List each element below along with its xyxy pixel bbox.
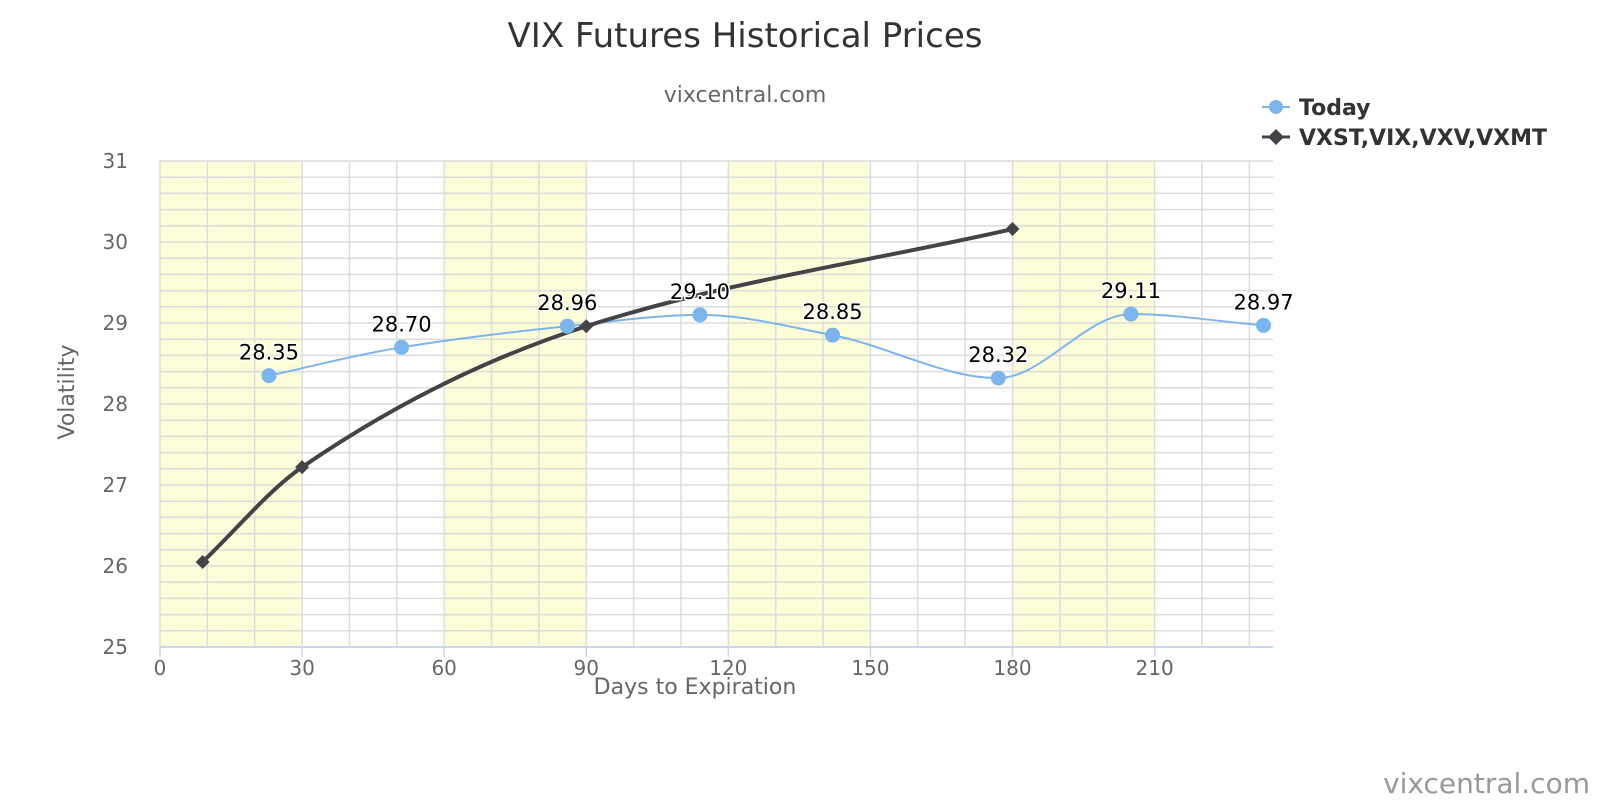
- series-today-point[interactable]: [559, 318, 575, 334]
- series-vxst-line: [201, 227, 1013, 564]
- series-today-point[interactable]: [261, 368, 277, 384]
- series-vxst-point[interactable]: [579, 319, 594, 334]
- legend-vxst-label: VXST,VIX,VXV,VXMT: [1299, 126, 1547, 151]
- series-vxst-point[interactable]: [1005, 222, 1020, 237]
- x-tick-label: 150: [851, 656, 889, 680]
- data-label: 28.70: [371, 312, 431, 336]
- y-axis-title: Volatility: [55, 344, 80, 439]
- legend-today-label: Today: [1299, 96, 1370, 121]
- series-vxst-point[interactable]: [295, 460, 310, 475]
- series-today-point[interactable]: [990, 370, 1006, 386]
- x-tick-label: 90: [574, 656, 599, 680]
- legend-today-marker: [1269, 100, 1283, 114]
- data-label: 29.11: [1101, 279, 1161, 303]
- legend-item-vxst[interactable]: VXST,VIX,VXV,VXMT: [1262, 126, 1547, 151]
- data-labels: 28.35 28.70 28.96 29.10 28.85 28.32 29.11 28.97: [237, 278, 1295, 369]
- series-layer: [195, 222, 1272, 569]
- series-today-point[interactable]: [1123, 306, 1139, 322]
- data-label: 29.10: [670, 280, 730, 304]
- legend: Today VXST,VIX,VXV,VXMT: [1262, 96, 1547, 151]
- y-tick-label: 30: [103, 230, 128, 254]
- data-label: 28.32: [968, 343, 1028, 367]
- data-label: 28.96: [537, 291, 597, 315]
- x-tick-label: 210: [1136, 656, 1174, 680]
- legend-item-today[interactable]: Today: [1262, 96, 1370, 121]
- y-tick-label: 29: [103, 311, 128, 335]
- x-tick-label: 120: [709, 656, 747, 680]
- x-axis-title: Days to Expiration: [594, 675, 797, 700]
- chart-subtitle: vixcentral.com: [664, 83, 827, 108]
- grid: [159, 160, 1273, 648]
- data-label: 28.35: [239, 341, 299, 365]
- y-tick-label: 26: [103, 554, 128, 578]
- y-tick-label: 25: [103, 635, 128, 659]
- series-today-point[interactable]: [692, 307, 708, 323]
- y-tick-label: 28: [103, 392, 128, 416]
- data-label: 28.85: [802, 300, 862, 324]
- series-vxst-point[interactable]: [195, 554, 210, 569]
- legend-vxst-marker: [1268, 129, 1284, 145]
- series-today-line: [268, 313, 1264, 380]
- x-tick-label: 60: [431, 656, 456, 680]
- y-tick-label: 31: [103, 149, 128, 173]
- series-today-point[interactable]: [825, 327, 841, 343]
- x-tick-label: 180: [993, 656, 1031, 680]
- x-tick-label: 0: [154, 656, 167, 680]
- x-tick-label: 30: [289, 656, 314, 680]
- y-tick-label: 27: [103, 473, 128, 497]
- chart-title: VIX Futures Historical Prices: [508, 16, 983, 56]
- series-today-point[interactable]: [394, 339, 410, 355]
- credits-watermark[interactable]: vixcentral.com: [1383, 767, 1590, 800]
- series-today-point[interactable]: [1256, 317, 1272, 333]
- data-label: 28.97: [1233, 290, 1293, 314]
- axes: 0 30 60 90 120 150 180 210 25 26 27 28 29 30 31: [103, 149, 1273, 680]
